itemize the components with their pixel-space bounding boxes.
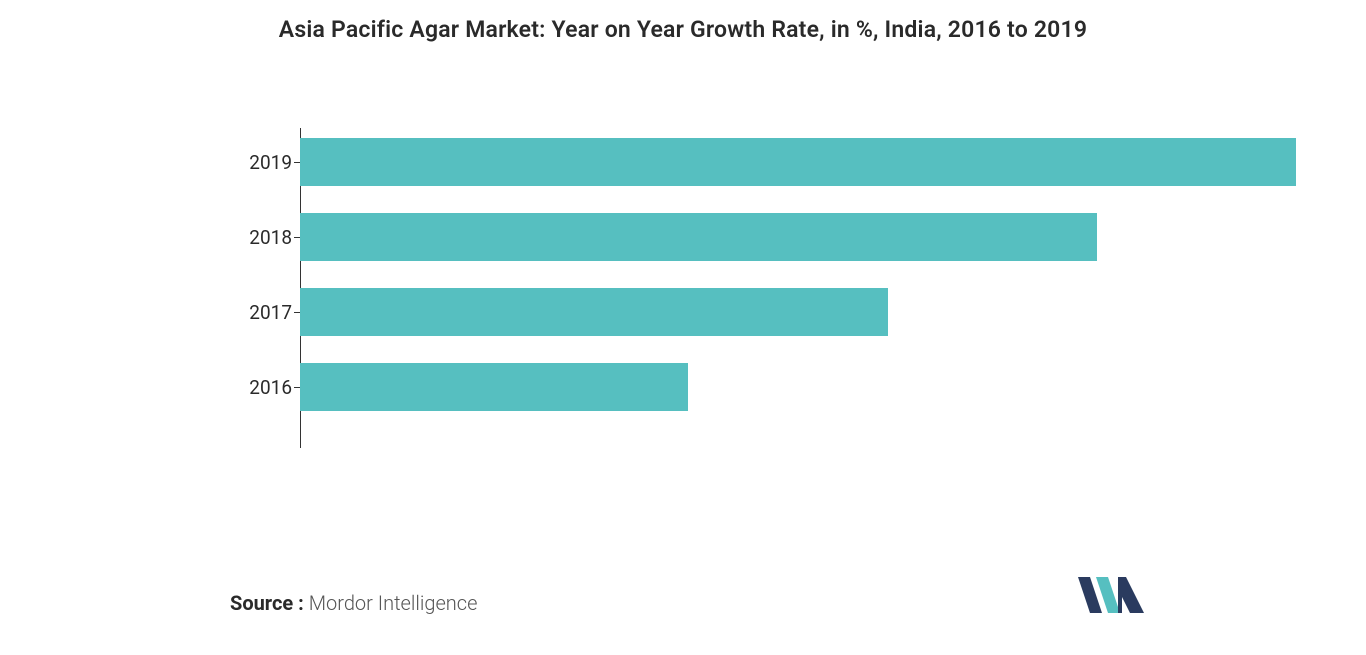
bar-label-2017: 2017	[242, 301, 292, 324]
chart-container: Asia Pacific Agar Market: Year on Year G…	[0, 0, 1366, 655]
bar-row-2017: 2017	[300, 288, 1296, 336]
bar-label-2019: 2019	[242, 151, 292, 174]
bar-2016	[300, 363, 688, 411]
chart-title: Asia Pacific Agar Market: Year on Year G…	[40, 16, 1326, 43]
bar-row-2016: 2016	[300, 363, 1296, 411]
bars-wrapper: 2019 2018 2017 2016	[300, 138, 1296, 458]
bar-label-2016: 2016	[242, 376, 292, 399]
bar-2018	[300, 213, 1097, 261]
mordor-logo-icon	[1076, 575, 1146, 615]
axis-tick	[294, 237, 300, 238]
chart-footer: Source : Mordor Intelligence	[40, 575, 1326, 635]
axis-tick	[294, 312, 300, 313]
source-label: Source :	[230, 591, 304, 615]
bar-label-2018: 2018	[242, 226, 292, 249]
chart-area: 2019 2018 2017 2016	[40, 138, 1326, 575]
source-line: Source : Mordor Intelligence	[230, 591, 477, 615]
bar-2017	[300, 288, 888, 336]
bar-2019	[300, 138, 1296, 186]
axis-tick	[294, 162, 300, 163]
source-value: Mordor Intelligence	[309, 591, 478, 615]
bar-row-2019: 2019	[300, 138, 1296, 186]
bar-row-2018: 2018	[300, 213, 1296, 261]
axis-tick	[294, 387, 300, 388]
